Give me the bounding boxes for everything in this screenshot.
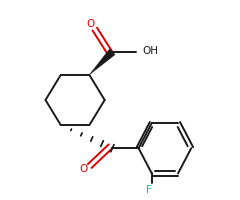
Polygon shape (89, 49, 115, 75)
Text: O: O (79, 164, 87, 174)
Text: F: F (146, 185, 152, 195)
Text: OH: OH (142, 46, 158, 56)
Text: O: O (87, 19, 95, 29)
